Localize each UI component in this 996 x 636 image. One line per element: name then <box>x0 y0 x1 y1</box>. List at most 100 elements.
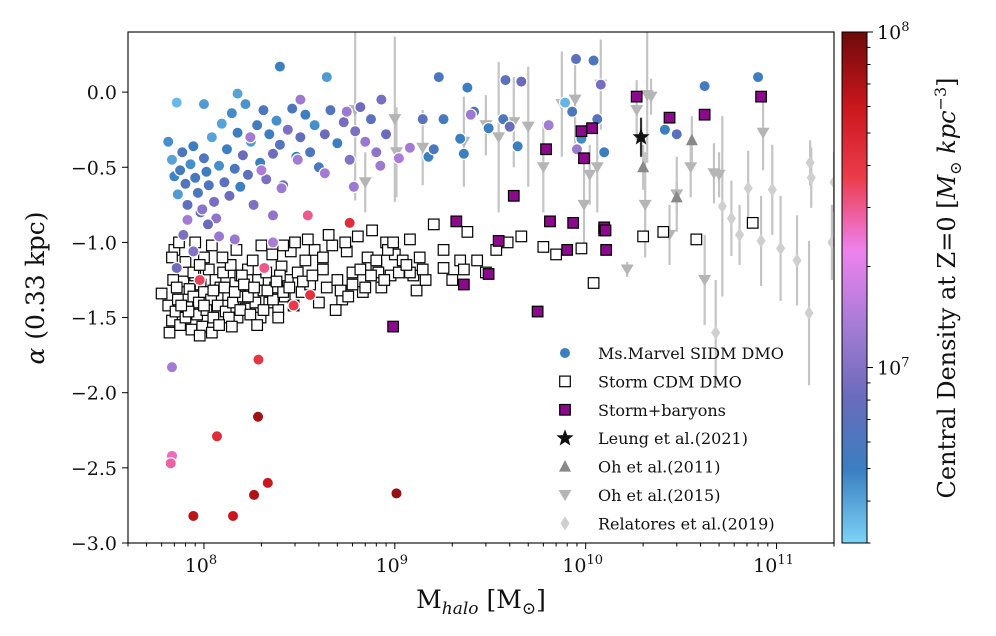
legend-entry: Ms.Marvel SIDM DMO <box>558 344 784 363</box>
data-point <box>326 239 339 252</box>
data-point <box>331 137 344 150</box>
data-point <box>210 212 223 225</box>
data-point <box>250 118 264 132</box>
data-point <box>461 81 474 94</box>
legend-entry: Storm+baryons <box>559 401 726 420</box>
data-point <box>550 248 563 261</box>
data-point <box>354 100 367 114</box>
data-point <box>339 236 352 249</box>
data-point <box>216 251 229 264</box>
data-point <box>228 162 241 175</box>
data-point <box>308 118 321 132</box>
data-point <box>201 218 215 231</box>
data-point <box>457 263 470 276</box>
data-point <box>257 304 270 316</box>
data-point <box>365 269 377 282</box>
data-point <box>427 143 440 156</box>
data-point <box>244 308 257 321</box>
data-point <box>586 122 598 135</box>
data-point <box>698 108 711 121</box>
data-point <box>767 182 777 197</box>
data-point <box>587 54 600 67</box>
data-point <box>511 140 524 153</box>
data-point <box>375 93 388 106</box>
data-point <box>322 228 335 241</box>
x-tick-label: 1010 <box>562 553 603 577</box>
data-point <box>247 198 260 212</box>
data-point <box>432 70 446 84</box>
data-point <box>202 179 215 192</box>
data-point <box>205 131 219 144</box>
data-point <box>212 230 226 243</box>
legend-label: Relatores et al.(2019) <box>598 514 775 533</box>
data-point <box>165 153 179 166</box>
data-point <box>587 277 600 289</box>
data-point <box>637 230 650 243</box>
data-point <box>531 305 544 318</box>
data-point <box>521 121 535 133</box>
data-point <box>364 112 378 126</box>
data-point <box>515 75 528 88</box>
legend-entry: Leung et al.(2021) <box>556 429 748 448</box>
data-point <box>283 281 296 294</box>
data-point <box>189 171 202 184</box>
data-point <box>387 236 400 249</box>
y-tick-label: 0.0 <box>87 82 117 104</box>
data-point <box>575 125 588 138</box>
data-point <box>437 262 450 274</box>
data-point <box>177 228 190 242</box>
legend-marker <box>559 460 571 472</box>
data-point <box>218 281 231 294</box>
data-point <box>583 169 597 181</box>
data-point <box>193 329 206 342</box>
x-tick-label: 109 <box>376 553 408 577</box>
data-point <box>228 286 241 298</box>
data-point <box>437 112 450 126</box>
data-point <box>515 230 528 243</box>
data-point <box>320 281 333 294</box>
data-point <box>241 168 255 181</box>
data-point <box>294 93 307 106</box>
data-point <box>239 97 252 111</box>
data-point <box>379 127 393 141</box>
data-point <box>427 218 440 231</box>
data-point <box>331 274 344 286</box>
data-point <box>698 79 711 93</box>
data-point <box>756 233 766 248</box>
data-point <box>347 180 361 194</box>
data-point <box>187 140 200 153</box>
data-point <box>717 199 727 214</box>
data-point <box>461 225 474 238</box>
data-point <box>200 165 213 178</box>
data-point <box>346 278 359 291</box>
data-point <box>179 256 192 268</box>
data-point <box>492 132 506 144</box>
data-point <box>507 189 520 202</box>
legend-marker <box>558 346 572 360</box>
data-point <box>537 241 550 253</box>
x-axis-label: Mhalo [M⊙] <box>416 585 546 619</box>
data-point <box>193 273 206 287</box>
data-point <box>286 102 299 115</box>
legend-marker <box>560 516 570 531</box>
data-point <box>690 233 703 246</box>
data-point <box>413 251 426 264</box>
data-point <box>173 164 187 177</box>
data-point <box>540 143 552 156</box>
data-point <box>670 127 683 141</box>
data-point <box>187 245 200 258</box>
data-point <box>637 160 650 173</box>
legend-label: Oh et al.(2011) <box>598 458 720 477</box>
data-point <box>578 152 590 165</box>
data-point <box>756 127 770 139</box>
data-point <box>251 410 265 423</box>
data-point <box>207 195 221 209</box>
data-point <box>179 177 192 190</box>
data-point <box>299 254 312 267</box>
data-point <box>594 78 607 91</box>
data-point <box>457 147 471 160</box>
data-point <box>544 215 556 228</box>
data-point <box>657 225 670 238</box>
data-point <box>242 290 254 303</box>
data-point <box>277 239 290 252</box>
